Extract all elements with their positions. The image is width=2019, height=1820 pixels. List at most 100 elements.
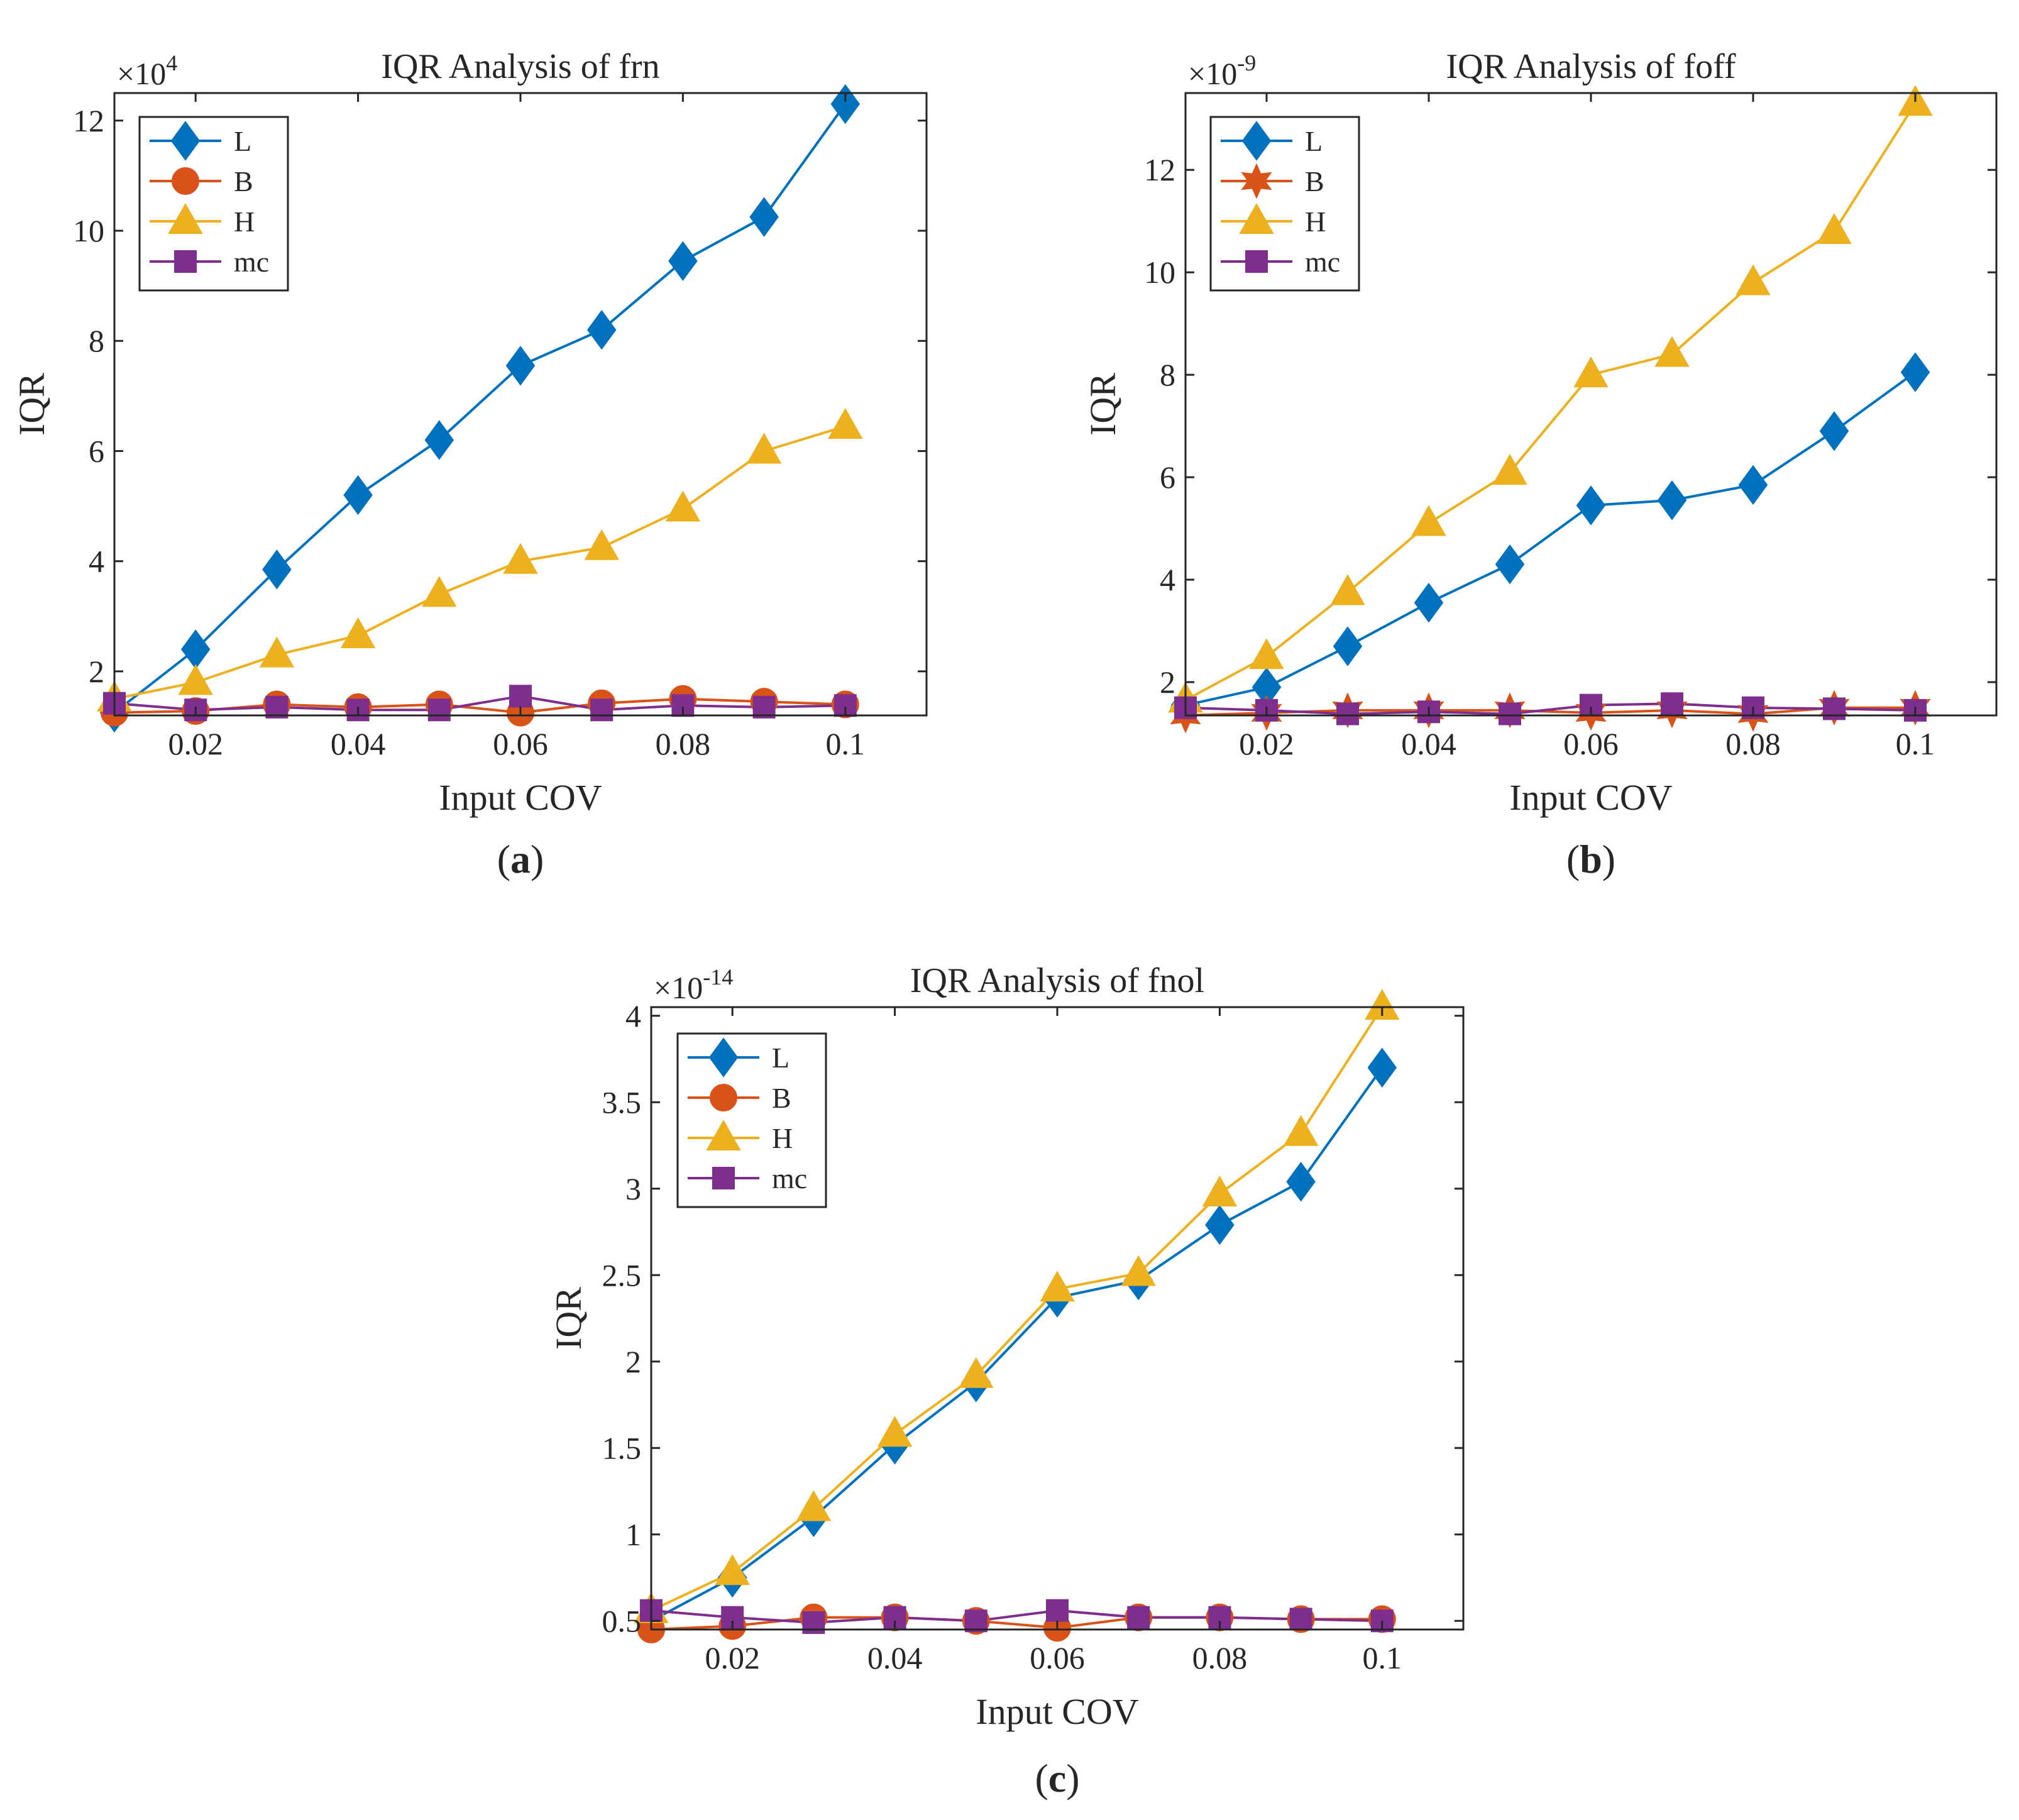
data-point-H <box>1330 574 1365 605</box>
data-point-H <box>340 617 376 648</box>
y-axis-label: IQR <box>1082 373 1123 436</box>
y-tick-label: 4 <box>1160 562 1175 597</box>
y-tick-label: 6 <box>1160 460 1175 495</box>
panel-caption: (c) <box>1035 1756 1079 1801</box>
data-point-mc <box>1499 702 1521 725</box>
data-point-H <box>1283 1115 1319 1146</box>
data-point-H <box>1040 1271 1075 1302</box>
y-tick-label: 10 <box>73 213 104 248</box>
y-tick-label: 2 <box>89 654 104 689</box>
data-point-mc <box>1336 702 1359 725</box>
panel-a: 0.02 0.04 0.06 0.08 0.1 2 4 6 8 10 12 ×104 IQR Analy… <box>11 47 928 881</box>
legend-marker-H <box>706 1119 741 1150</box>
x-tick-label: 0.08 <box>1725 726 1781 761</box>
series-line-H <box>1185 102 1917 702</box>
legend-marker-L <box>170 121 201 161</box>
x-tick-label: 0.04 <box>1401 726 1456 761</box>
legend-label-L: L <box>772 1042 789 1074</box>
y-exponent-label: ×104 <box>117 50 177 91</box>
data-point-L <box>1819 411 1849 451</box>
series-line-L <box>113 103 847 714</box>
x-axis-label: Input COV <box>1509 777 1673 818</box>
x-axis-label: Input COV <box>439 777 602 818</box>
data-point-mc <box>427 698 451 722</box>
y-tick-label: 4 <box>89 544 104 579</box>
series-line-H <box>114 425 846 700</box>
x-tick-label: 0.08 <box>656 726 711 761</box>
x-tick-label: 0.02 <box>1239 726 1294 761</box>
data-point-H <box>796 1490 832 1521</box>
data-point-L <box>1333 626 1363 666</box>
legend-marker-mc <box>712 1167 735 1189</box>
x-tick-label: 0.1 <box>1896 726 1935 761</box>
y-tick-label: 8 <box>1160 357 1175 392</box>
data-point-mc <box>1046 1599 1069 1622</box>
legend-marker-B <box>710 1084 737 1111</box>
y-tick-label: 6 <box>89 433 104 468</box>
series-line-mc <box>651 1609 1382 1624</box>
data-point-H <box>828 408 863 439</box>
data-point-L <box>586 310 617 350</box>
series-line-L <box>1185 371 1917 707</box>
legend-label-mc: mc <box>1305 246 1340 278</box>
y-tick-label: 2 <box>1160 665 1175 700</box>
y-exponent-label: ×10-9 <box>1188 50 1256 91</box>
data-point-L <box>749 197 779 237</box>
y-tick-label: 3 <box>625 1171 641 1206</box>
y-tick-label: 2 <box>625 1344 641 1379</box>
y-tick-label: 1 <box>625 1517 641 1552</box>
data-point-H <box>1654 336 1690 367</box>
legend-marker-L <box>1241 121 1272 161</box>
x-tick-label: 0.1 <box>1363 1640 1402 1675</box>
data-point-H <box>1817 212 1852 244</box>
panel-caption: (a) <box>497 837 544 881</box>
legend-marker-H <box>1239 202 1274 234</box>
legend-label-mc: mc <box>234 246 269 278</box>
data-point-L <box>668 241 698 281</box>
data-point-H <box>1365 988 1400 1020</box>
y-tick-label: 8 <box>89 323 104 358</box>
legend-marker-B <box>172 167 199 195</box>
data-point-H <box>1121 1255 1156 1286</box>
data-point-mc <box>1661 692 1683 715</box>
data-point-L <box>262 549 292 590</box>
y-axis-label: IQR <box>548 1287 589 1350</box>
legend-label-H: H <box>234 206 255 238</box>
y-tick-label: 12 <box>1144 152 1175 187</box>
y-tick-label: 12 <box>73 103 104 138</box>
legend-label-L: L <box>234 125 251 157</box>
x-axis-label: Input COV <box>976 1691 1139 1732</box>
y-tick-label: 4 <box>625 998 641 1034</box>
series-line-mc <box>114 695 845 712</box>
panel-b: 0.02 0.04 0.06 0.08 0.1 2 4 6 8 10 12 ×10-9 IQR Anal… <box>1082 47 1998 881</box>
data-point-mc <box>509 685 532 708</box>
legend-marker-mc <box>174 250 197 273</box>
series-line-L <box>651 1067 1384 1623</box>
data-point-H <box>584 529 619 560</box>
data-point-H <box>503 543 538 574</box>
legend-label-B: B <box>234 165 253 197</box>
data-point-L <box>343 475 373 516</box>
legend-label-H: H <box>772 1122 793 1154</box>
series-line-H <box>651 1006 1384 1612</box>
y-tick-label: 10 <box>1144 255 1175 290</box>
data-point-H <box>1573 356 1609 388</box>
data-point-H <box>746 433 782 464</box>
data-point-L <box>1205 1205 1235 1245</box>
legend-marker-mc <box>1245 250 1268 273</box>
data-point-H <box>1249 638 1284 670</box>
data-point-H <box>877 1416 913 1447</box>
data-point-L <box>1495 544 1525 585</box>
data-point-H <box>1736 264 1771 295</box>
data-point-L <box>1657 480 1687 521</box>
legend-label-B: B <box>1305 165 1324 197</box>
data-point-H <box>665 490 701 522</box>
data-point-H <box>422 576 457 607</box>
data-point-mc <box>1289 1608 1312 1631</box>
x-tick-label: 0.02 <box>168 726 223 761</box>
legend-marker-B <box>1241 163 1272 199</box>
data-point-L <box>424 420 454 460</box>
